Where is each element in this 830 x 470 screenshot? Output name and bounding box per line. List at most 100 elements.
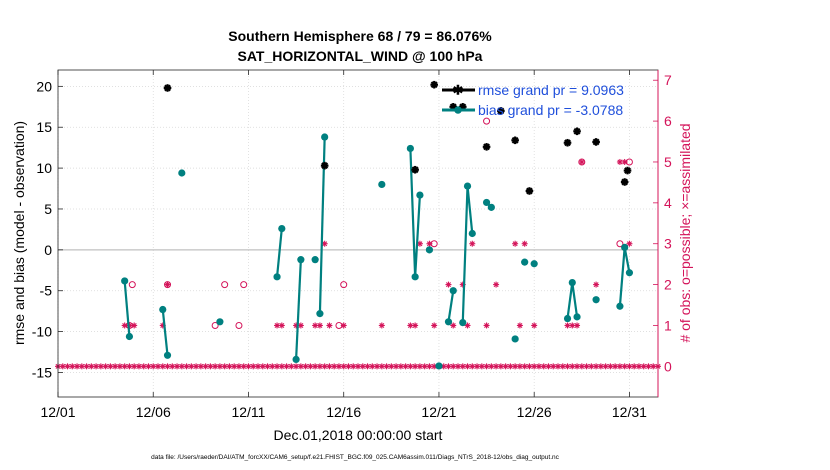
obs-zero-marker-24 <box>169 363 176 370</box>
obs-zero-marker-100 <box>531 363 538 370</box>
bias-point-20-0 <box>616 302 624 310</box>
bias-point-13-2 <box>468 229 476 238</box>
plot-background <box>58 70 658 397</box>
obs-zero-marker-103 <box>545 363 552 370</box>
obs-zero-marker-85 <box>459 363 466 370</box>
obs-zero-marker-114 <box>597 363 604 370</box>
obs-possible-point-1 <box>128 281 136 289</box>
obs-assimilated-point-23 <box>464 322 471 329</box>
bias-point-3-0 <box>216 318 224 326</box>
y2-tick-label-6: 6 <box>664 113 672 129</box>
bias-point-12-1 <box>449 287 457 295</box>
obs-assimilated-point-9 <box>312 322 319 329</box>
obs-zero-marker-31 <box>202 363 209 370</box>
rmse-series <box>163 80 632 195</box>
y2-tick-label-0: 0 <box>664 358 672 374</box>
bias-point-5-0 <box>292 355 300 363</box>
y2-tick-label-1: 1 <box>664 317 672 333</box>
obs-assimilated-point-0 <box>121 322 128 329</box>
x-tick-label-6: 12/31 <box>612 404 647 420</box>
x-tick-label-3: 12/16 <box>326 404 361 420</box>
obs-assimilated-point-38 <box>626 240 633 247</box>
obs-zero-marker-118 <box>616 363 623 370</box>
obs-assimilated-point-27 <box>512 240 519 247</box>
x-tick-label-0: 12/01 <box>40 404 75 420</box>
obs-zero-marker-93 <box>497 363 504 370</box>
obs-zero-marker-34 <box>216 363 223 370</box>
rmse-point-12 <box>592 138 600 146</box>
legend-entry-rmse: ✱ rmse grand pr = 9.0963 <box>442 82 624 98</box>
bias-line-segment-1 <box>161 309 169 356</box>
obs-zero-marker-58 <box>331 363 338 370</box>
bias-point-20-2 <box>625 269 634 277</box>
legend-bias-marker <box>454 106 462 114</box>
rmse-point-13 <box>620 178 629 186</box>
bias-line-segment-5 <box>294 259 302 360</box>
bias-point-8-0 <box>378 180 386 189</box>
bias-line-segment-4 <box>275 228 283 277</box>
bias-point-15-0 <box>511 335 519 343</box>
obs-zero-marker-78 <box>426 363 433 370</box>
obs-possible-point-6 <box>240 281 248 289</box>
x-tick-label-5: 12/26 <box>517 404 552 420</box>
bias-point-9-1 <box>411 273 419 281</box>
obs-zero-marker-4 <box>74 363 81 370</box>
y2-tick-label-7: 7 <box>664 72 672 88</box>
legend-rmse-label: rmse grand pr = 9.0963 <box>478 82 624 98</box>
obs-zero-marker-19 <box>145 363 152 370</box>
y-axis-label: rmse and bias (model - observation) <box>11 121 27 345</box>
bias-point-0-1 <box>125 332 134 341</box>
y2-tick-label-5: 5 <box>664 154 672 170</box>
obs-zero-marker-41 <box>250 363 257 370</box>
obs-zero-marker-64 <box>359 363 366 370</box>
obs-assimilated-point-33 <box>574 322 581 329</box>
rmse-point-3 <box>430 80 438 89</box>
obs-possible-point-10 <box>483 117 491 125</box>
bias-point-9-2 <box>416 191 424 199</box>
obs-assimilated-point-18 <box>426 240 433 247</box>
x-tick-label-4: 12/21 <box>421 404 456 420</box>
obs-assimilated-point-10 <box>316 322 323 329</box>
obs-zero-marker-92 <box>493 363 500 370</box>
y-axis-right: 0 1 2 3 4 5 6 7 <box>653 70 672 397</box>
obs-assimilated-point-14 <box>378 322 385 329</box>
obs-assimilated-point-35 <box>593 281 600 288</box>
obs-zero-marker-122 <box>635 363 642 370</box>
x-tick-label-2: 12/11 <box>231 404 265 420</box>
rmse-point-0 <box>163 84 172 92</box>
bias-point-1-1 <box>163 351 172 359</box>
obs-zero-marker-33 <box>212 363 219 370</box>
chart-subtitle: SAT_HORIZONTAL_WIND @ 100 hPa <box>238 48 483 64</box>
rmse-point-11 <box>573 127 581 136</box>
bias-point-13-1 <box>463 182 472 190</box>
bias-point-7-1 <box>321 133 329 141</box>
bias-point-18-1 <box>568 278 576 287</box>
obs-assimilated-point-12 <box>326 322 333 329</box>
bias-point-18-0 <box>563 314 572 323</box>
obs-assimilated-point-19 <box>431 322 438 329</box>
obs-possible-point-8 <box>340 281 348 289</box>
plot-area <box>55 69 661 398</box>
obs-zero-marker-43 <box>259 363 266 370</box>
bias-point-1-0 <box>159 305 167 314</box>
obs-assimilated-point-24 <box>469 240 476 247</box>
y-axis-left: -15 -10 -5 0 5 10 15 20 <box>32 78 63 380</box>
obs-zero-marker-116 <box>607 363 614 370</box>
bias-line-segment-12 <box>447 290 455 322</box>
bias-point-12-0 <box>444 318 453 326</box>
rmse-point-8 <box>511 136 519 145</box>
y-tick-label-3: 0 <box>44 242 52 258</box>
data-file-footer: data file: /Users/raeder/DAI/ATM_forcXX/… <box>151 454 560 461</box>
bias-point-19-0 <box>592 296 600 304</box>
bias-point-14-1 <box>487 203 495 211</box>
bias-point-9-0 <box>406 144 414 153</box>
obs-possible-point-4 <box>221 281 229 289</box>
obs-possible-point-3 <box>211 321 219 329</box>
bias-point-0-0 <box>121 277 129 285</box>
obs-zero-marker-17 <box>135 363 142 370</box>
rmse-point-9 <box>525 187 534 195</box>
obs-assimilated-point-37 <box>621 158 628 165</box>
obs-zero-marker-70 <box>388 363 395 370</box>
obs-assimilated-point-30 <box>531 322 538 329</box>
rmse-point-10 <box>563 138 572 147</box>
